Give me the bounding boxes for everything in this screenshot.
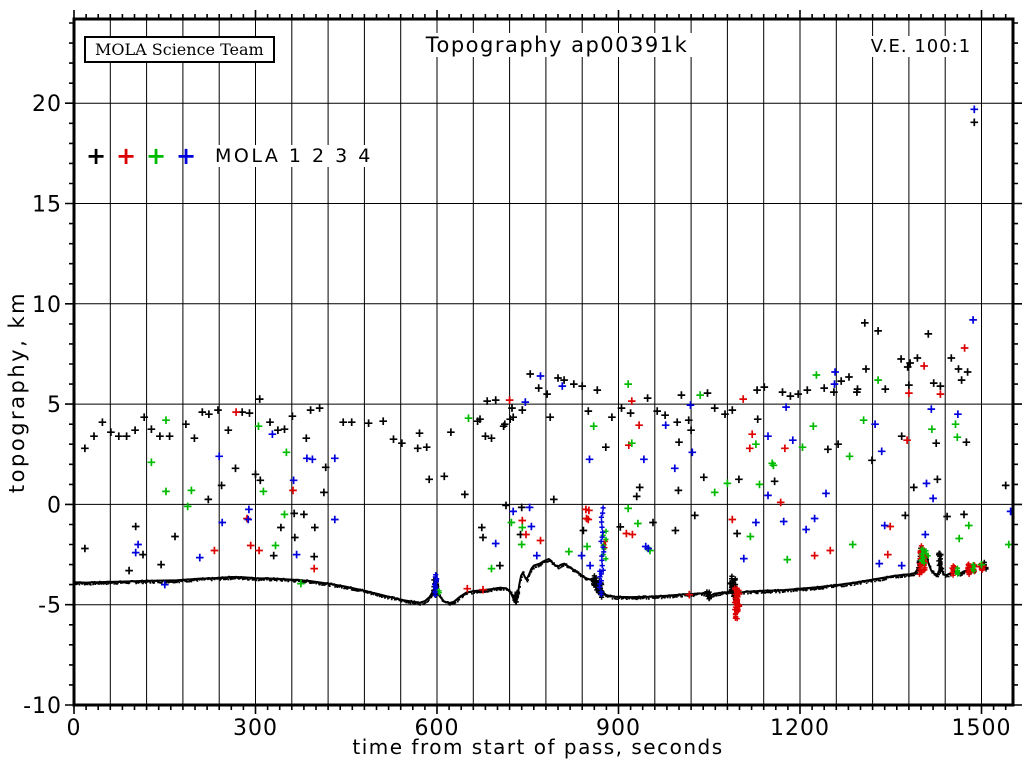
legend-marker-mola-4: + xyxy=(176,142,197,170)
spike-cluster-markers xyxy=(432,505,607,598)
x-tick-label: 300 xyxy=(233,716,278,741)
axes-frame xyxy=(72,17,1015,707)
science-team-label: MOLA Science Team xyxy=(95,40,264,59)
legend: + + + + MOLA 1 2 3 4 xyxy=(86,143,376,169)
vertical-exaggeration-label: V.E. 100:1 xyxy=(866,36,976,57)
y-tick-label: 5 xyxy=(47,393,62,418)
scatter-markers xyxy=(210,344,984,599)
y-tick-label: -5 xyxy=(38,594,62,619)
scatter-markers xyxy=(147,371,1013,588)
science-team-box: MOLA Science Team xyxy=(84,36,275,63)
x-tick-label: 900 xyxy=(596,716,641,741)
spike-cluster-markers xyxy=(601,538,987,622)
chart-title: Topography ap00391k xyxy=(419,33,695,57)
legend-label: MOLA 1 2 3 4 xyxy=(212,145,376,167)
y-tick-label: -10 xyxy=(23,694,62,719)
y-tick-label: 15 xyxy=(32,193,62,218)
y-tick-label: 0 xyxy=(47,493,62,518)
y-tick-label: 10 xyxy=(32,293,62,318)
legend-marker-mola-3: + xyxy=(146,142,167,170)
spike-cluster-markers xyxy=(434,528,977,596)
y-axis-label: topography, km xyxy=(5,290,29,494)
x-tick-label: 1200 xyxy=(770,716,830,741)
x-tick-label: 0 xyxy=(67,716,82,741)
x-tick-label: 600 xyxy=(415,716,460,741)
legend-marker-mola-2: + xyxy=(116,142,137,170)
legend-marker-mola-1: + xyxy=(86,142,107,170)
scatter-markers xyxy=(131,105,1015,589)
scatter-markers xyxy=(81,118,1010,575)
axis-ticks xyxy=(65,10,1022,714)
y-tick-label: 20 xyxy=(32,92,62,117)
ground-track-fuzz xyxy=(74,551,977,606)
x-tick-label: 1500 xyxy=(952,716,1012,741)
grid-lines xyxy=(74,19,1013,705)
x-axis-label: time from start of pass, seconds xyxy=(352,735,724,759)
